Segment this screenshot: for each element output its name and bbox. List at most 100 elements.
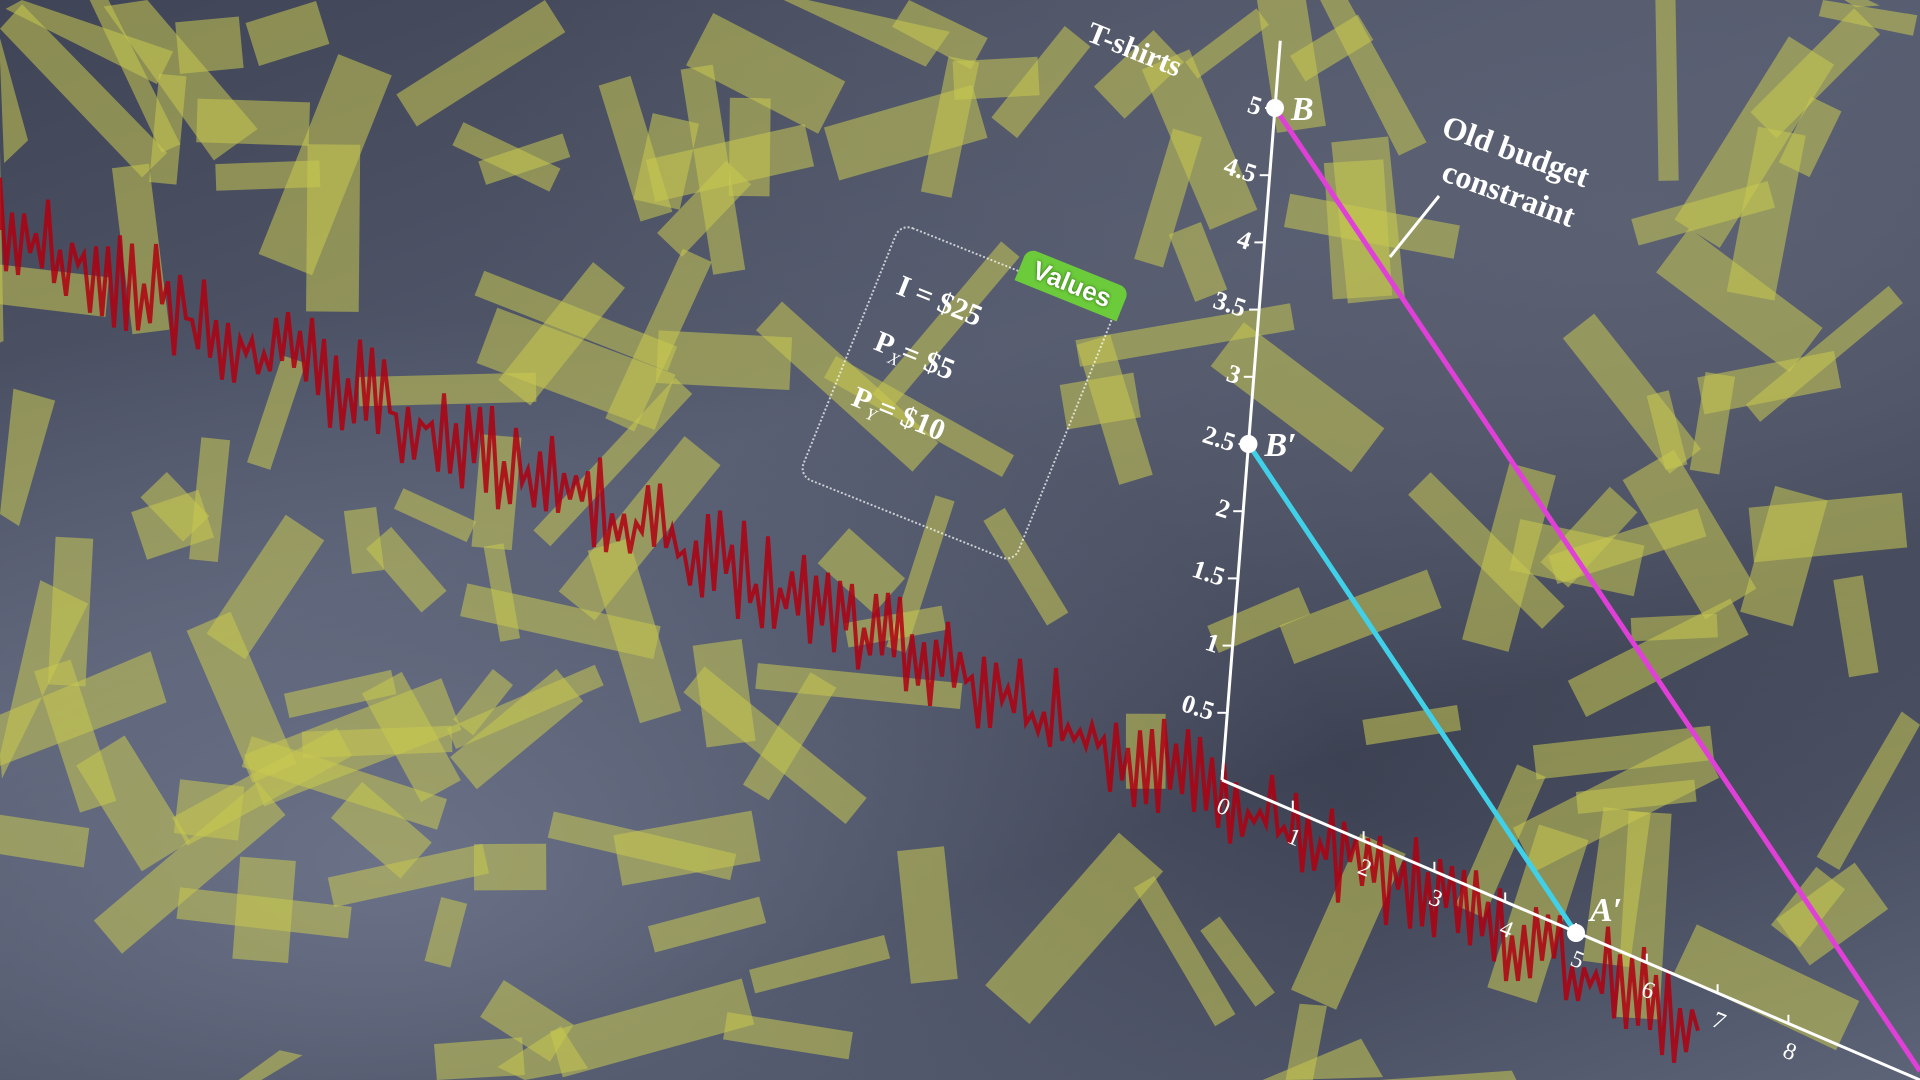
vegetation-patch <box>550 978 755 1078</box>
y-tick-label: 2.5 <box>1199 420 1239 458</box>
vegetation-patch <box>206 514 325 660</box>
vegetation-patch <box>103 0 258 161</box>
budget-line-new <box>1246 442 1579 935</box>
vegetation-patch <box>327 843 489 908</box>
vegetation-patch <box>1168 222 1228 302</box>
vegetation-patch <box>424 896 468 968</box>
y-axis-label: T-shirts <box>1082 16 1186 84</box>
x-tick-label: 0 <box>1213 793 1234 822</box>
y-tick-label: 0.5 <box>1178 688 1218 726</box>
vegetation-patch <box>1094 30 1185 119</box>
vegetation-patch <box>1362 705 1462 746</box>
vegetation-patch <box>742 672 837 801</box>
vegetation-patch <box>1740 485 1828 627</box>
vegetation-patch <box>0 4 168 178</box>
vegetation-patch <box>93 781 286 954</box>
vegetation-patch <box>1745 285 1903 422</box>
vegetation-patch <box>1567 598 1749 717</box>
vegetation-patch <box>433 1037 525 1080</box>
vegetation-patch <box>0 388 56 527</box>
point-marker <box>1239 435 1258 453</box>
vegetation-patch <box>655 330 793 390</box>
vegetation-patch <box>783 0 950 67</box>
x-tick-label: 8 <box>1779 1038 1800 1067</box>
vegetation-patch <box>1279 569 1442 664</box>
vegetation-patch <box>886 495 955 653</box>
vegetation-patch <box>393 488 477 543</box>
vegetation-patch <box>1776 862 1889 966</box>
vegetation-patch <box>186 611 297 783</box>
vegetation-patch <box>215 160 321 191</box>
vegetation-patch <box>1646 390 1688 470</box>
vegetation-patch <box>396 0 566 127</box>
y-tick-label: 1 <box>1202 627 1223 659</box>
vegetation-patch <box>645 124 815 203</box>
vegetation-patch <box>247 355 306 470</box>
y-tick-label: 1.5 <box>1189 554 1229 592</box>
vegetation-patch <box>1816 711 1920 871</box>
vegetation-patch <box>89 0 181 153</box>
vegetation-patch <box>1833 575 1879 678</box>
vegetation-patch <box>1512 734 1720 872</box>
point-marker <box>1567 924 1585 942</box>
vegetation-patch <box>897 846 958 984</box>
vegetation-patch <box>358 372 537 407</box>
vegetation-patch <box>1290 833 1406 1010</box>
vegetation-patch <box>330 781 432 879</box>
vegetation-patch <box>1133 875 1236 1027</box>
vegetation-patch <box>476 307 676 430</box>
vegetation-patch <box>1200 916 1275 1007</box>
y-tick-label: 2 <box>1213 493 1234 525</box>
vegetation-patch <box>755 663 963 709</box>
vegetation-patch <box>1655 0 1679 181</box>
vegetation-patch <box>952 56 1040 100</box>
vegetation-patch <box>0 264 110 318</box>
vegetation-patch <box>1844 0 1880 8</box>
vegetation-patch <box>1532 725 1714 780</box>
vegetation-patch <box>1379 1070 1517 1080</box>
vegetation-patch <box>175 16 244 74</box>
vegetation-patch <box>238 1050 303 1080</box>
point-label: B <box>1290 91 1314 128</box>
vegetation-patch <box>473 843 547 891</box>
x-tick-label: 5 <box>1567 946 1588 975</box>
x-tick-label: 6 <box>1637 977 1658 1006</box>
vegetation-patch <box>76 735 191 872</box>
y-tick-label: 3 <box>1223 359 1244 391</box>
point-label: A′ <box>1588 892 1622 929</box>
vegetation-patch <box>0 651 167 766</box>
y-axis <box>1220 40 1282 781</box>
vegetation-patch <box>1285 1003 1327 1080</box>
vegetation-patch <box>453 669 514 736</box>
vegetation-patch <box>131 489 215 560</box>
vegetation-patch <box>1622 449 1757 620</box>
budget-line-old <box>1272 106 1920 1073</box>
vegetation-patch <box>723 1012 853 1060</box>
point-label: B′ <box>1264 427 1297 464</box>
x-tick-label: 3 <box>1425 885 1446 914</box>
vegetation-patch <box>1818 0 1918 36</box>
vegetation-patch <box>1408 472 1565 629</box>
y-tick-label: 3.5 <box>1210 285 1250 323</box>
vegetation-patch <box>452 122 561 192</box>
vegetation-patch <box>749 934 891 994</box>
annotation-leader <box>1388 195 1441 258</box>
y-tick-label: 4 <box>1234 224 1255 256</box>
vegetation-patch <box>647 896 767 953</box>
x-tick-label: 2 <box>1354 854 1375 883</box>
value-income: I = $25 <box>892 269 987 334</box>
vegetation-patch <box>366 526 447 613</box>
vegetation-patch <box>1059 372 1141 430</box>
vegetation-patch <box>547 811 737 881</box>
vegetation-patch <box>460 583 661 660</box>
fault-line <box>0 177 1700 1064</box>
vegetation-patch <box>0 38 29 164</box>
value-price-x: PX= $5 <box>869 324 960 387</box>
vegetation-patch <box>111 163 170 335</box>
vegetation-patch <box>755 301 939 472</box>
vegetation-patch <box>306 144 361 312</box>
point-marker <box>1266 99 1284 117</box>
vegetation-patch <box>343 506 385 575</box>
vegetation-patch <box>1141 49 1258 230</box>
